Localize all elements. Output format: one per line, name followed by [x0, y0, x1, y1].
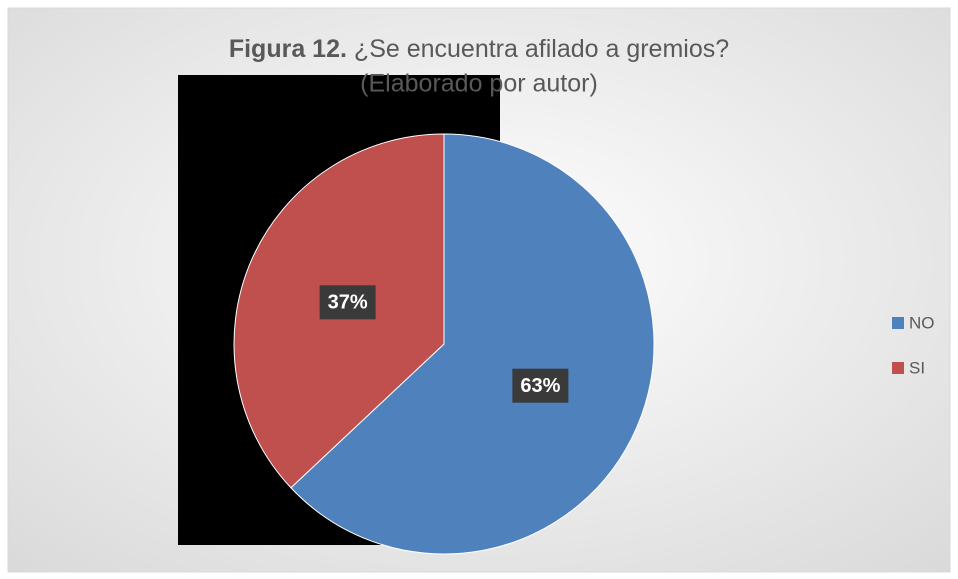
legend-swatch: [892, 317, 904, 329]
data-label: 37%: [328, 292, 368, 314]
pie-slice: [290, 133, 655, 555]
legend-label: NO: [909, 313, 935, 332]
title-prefix: Figura 12.: [229, 35, 347, 63]
legend-swatch: [892, 362, 904, 374]
legend-label: SI: [909, 358, 925, 377]
title-text: ¿Se encuentra afilado a gremios?: [354, 35, 729, 63]
chart-subtitle: (Elaborado por autor): [360, 70, 598, 98]
data-label-box: [512, 368, 569, 403]
data-label: 63%: [520, 375, 560, 397]
data-label-box: [319, 285, 376, 320]
chart-title: Figura 12. ¿Se encuentra afilado a gremio…: [229, 35, 729, 63]
